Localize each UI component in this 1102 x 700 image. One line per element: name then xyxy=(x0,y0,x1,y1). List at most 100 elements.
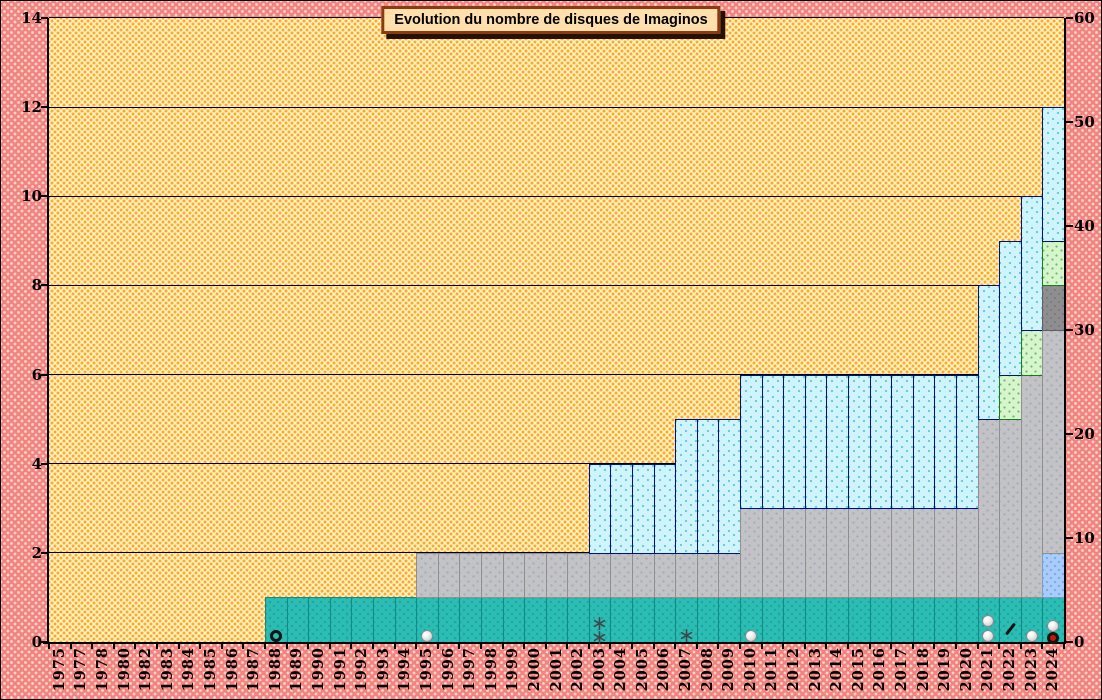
bar-segment-series-gray xyxy=(1021,375,1043,598)
bar-segment-series-lightblue xyxy=(1021,196,1043,331)
x-tick xyxy=(869,644,871,649)
bar-segment-series-teal xyxy=(675,597,698,643)
bar-segment-series-gray xyxy=(934,508,957,598)
bar-segment-series-gray xyxy=(524,553,547,598)
bar-segment-series-gray xyxy=(416,553,439,598)
x-axis-label: 2022 xyxy=(1001,647,1018,692)
x-tick xyxy=(286,644,288,649)
x-tick xyxy=(609,644,611,649)
axis-line-left xyxy=(47,18,49,644)
y-left-tick xyxy=(41,195,48,198)
asterisk-marker xyxy=(680,627,693,642)
bar-segment-series-gray xyxy=(762,508,784,598)
gridline xyxy=(49,284,1064,286)
x-axis-label: 2011 xyxy=(763,647,780,692)
x-axis-label: 2003 xyxy=(591,647,608,692)
bar-segment-series-teal xyxy=(870,597,892,643)
bar-segment-series-gray xyxy=(503,553,525,598)
x-axis-label: 1989 xyxy=(288,647,305,692)
x-tick xyxy=(998,644,1000,649)
x-axis-label: 1978 xyxy=(94,647,111,692)
bar-segment-series-teal xyxy=(783,597,806,643)
x-axis-label: 2021 xyxy=(979,647,996,692)
x-tick xyxy=(480,644,482,649)
x-axis-label: 2013 xyxy=(807,647,824,692)
asterisk-marker xyxy=(593,629,606,644)
bar-segment-series-gray xyxy=(589,553,611,598)
x-axis-label: 2001 xyxy=(548,647,565,692)
bar-segment-series-teal xyxy=(330,597,352,643)
donut-black-marker xyxy=(270,630,282,642)
x-tick xyxy=(782,644,784,649)
y-right-tick xyxy=(1066,329,1073,331)
x-tick xyxy=(977,644,979,649)
y-axis-left-label: 0 xyxy=(31,633,42,651)
bar-segment-series-green xyxy=(999,375,1022,420)
x-tick xyxy=(761,644,763,649)
x-axis-label: 1988 xyxy=(267,647,284,692)
bar-segment-series-lightblue xyxy=(826,375,849,509)
x-tick xyxy=(415,644,417,649)
bar-segment-series-lightblue xyxy=(632,464,655,554)
bar-segment-series-gray xyxy=(718,553,741,598)
x-tick xyxy=(653,644,655,649)
bar-segment-series-lightblue xyxy=(999,241,1022,376)
bar-segment-series-gray xyxy=(610,553,633,598)
y-left-tick xyxy=(41,551,48,554)
bar-segment-series-lightblue xyxy=(934,375,957,509)
bar-segment-series-gray xyxy=(438,553,460,598)
bar-segment-series-cornflower xyxy=(1042,553,1065,598)
x-axis-label: 1997 xyxy=(461,647,478,692)
y-axis-left-label: 10 xyxy=(21,187,42,206)
bar-segment-series-lightblue xyxy=(891,375,914,509)
y-right-tick xyxy=(1066,433,1073,435)
x-axis-label: 1994 xyxy=(396,647,413,692)
y-axis-right-label: 0 xyxy=(1074,633,1085,651)
bar-segment-series-gray xyxy=(1042,330,1065,554)
bar-segment-series-green xyxy=(1021,330,1043,376)
x-axis-label: 1990 xyxy=(310,647,327,692)
y-axis-left-label: 12 xyxy=(21,98,42,117)
x-axis-label: 2007 xyxy=(677,647,694,692)
x-tick xyxy=(156,644,158,649)
bar-segment-series-teal xyxy=(567,597,590,643)
x-tick xyxy=(588,644,590,649)
bar-segment-series-lightblue xyxy=(654,464,676,554)
bar-segment-series-teal xyxy=(718,597,741,643)
x-axis-label: 2016 xyxy=(871,647,888,692)
bar-segment-series-gray xyxy=(956,508,979,598)
y-axis-left-label: 2 xyxy=(31,543,42,562)
y-axis-left-label: 8 xyxy=(31,276,42,295)
gridline xyxy=(49,552,1064,554)
bar-segment-series-teal xyxy=(459,597,482,643)
x-tick xyxy=(1020,644,1022,649)
y-left-tick xyxy=(41,641,48,643)
bar-segment-series-gray xyxy=(459,553,482,598)
bar-segment-series-gray xyxy=(783,508,806,598)
x-tick xyxy=(717,644,719,649)
y-axis-right-label: 10 xyxy=(1074,529,1095,547)
bar-segment-series-teal xyxy=(913,597,935,643)
x-tick xyxy=(372,644,374,649)
y-left-tick xyxy=(41,462,48,465)
x-axis-label: 2004 xyxy=(612,647,629,692)
x-tick xyxy=(955,644,957,649)
x-axis-label: 2012 xyxy=(785,647,802,692)
x-tick xyxy=(566,644,568,649)
x-tick xyxy=(847,644,849,649)
bar-segment-series-teal xyxy=(610,597,633,643)
bar-segment-series-teal xyxy=(697,597,719,643)
bar-segment-series-teal xyxy=(762,597,784,643)
x-axis-label: 1985 xyxy=(202,647,219,692)
axis-line-bottom xyxy=(43,642,1066,644)
y-right-tick xyxy=(1066,225,1073,227)
x-axis-label: 2020 xyxy=(958,647,975,692)
bar-segment-series-lightblue xyxy=(1042,107,1065,242)
y-axis-left-label: 4 xyxy=(31,454,42,473)
y-axis-right-label: 20 xyxy=(1074,425,1095,443)
donut-red-marker xyxy=(1047,632,1059,644)
x-axis-label: 2010 xyxy=(742,647,759,692)
bar-segment-series-teal xyxy=(308,597,331,643)
x-tick xyxy=(221,644,223,649)
x-tick xyxy=(545,644,547,649)
